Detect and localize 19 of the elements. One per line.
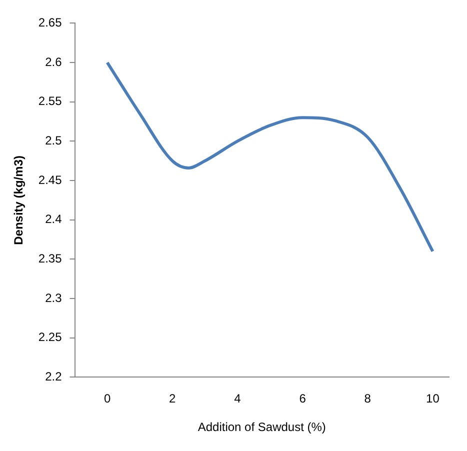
line-series (106, 61, 434, 253)
x-tick-label: 10 (426, 392, 440, 406)
x-tick-label: 2 (169, 392, 176, 406)
y-tick-label: 2.25 (38, 330, 62, 344)
y-tick-label: 2.55 (38, 94, 62, 108)
y-tick-label: 2.45 (38, 172, 62, 187)
y-tick-label: 2.6 (45, 54, 62, 69)
y-tick-label: 2.2 (45, 370, 62, 384)
x-tick-label: 0 (104, 392, 111, 406)
x-tick-label: 4 (234, 392, 242, 406)
y-tick-label: 2.3 (45, 290, 62, 305)
x-tick-label: 6 (299, 392, 306, 406)
x-tick-label: 8 (364, 392, 372, 406)
x-axis-title: Addition of Sawdust (%) (198, 420, 326, 434)
y-axis-title: Density (kg/m3) (12, 156, 26, 245)
y-tick-label: 2.35 (38, 252, 62, 266)
y-tick-label: 2.5 (45, 134, 62, 148)
y-tick-label: 2.65 (38, 16, 62, 30)
y-tick-label: 2.4 (45, 212, 62, 226)
